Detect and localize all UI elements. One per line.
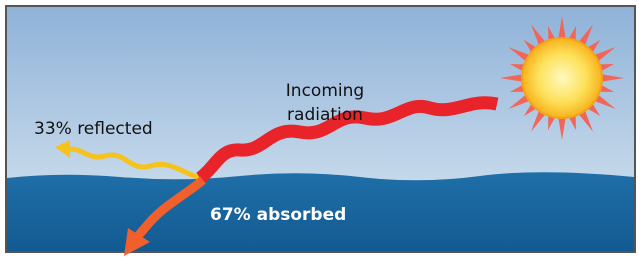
diagram: Incoming radiation 33% reflected 67% abs…: [0, 0, 641, 258]
incoming-label: radiation: [287, 105, 363, 125]
incoming-label: Incoming: [286, 81, 364, 101]
absorbed-label: 67% absorbed: [210, 205, 346, 225]
reflected-label: 33% reflected: [34, 119, 153, 139]
page: Incoming radiation 33% reflected 67% abs…: [0, 0, 641, 258]
